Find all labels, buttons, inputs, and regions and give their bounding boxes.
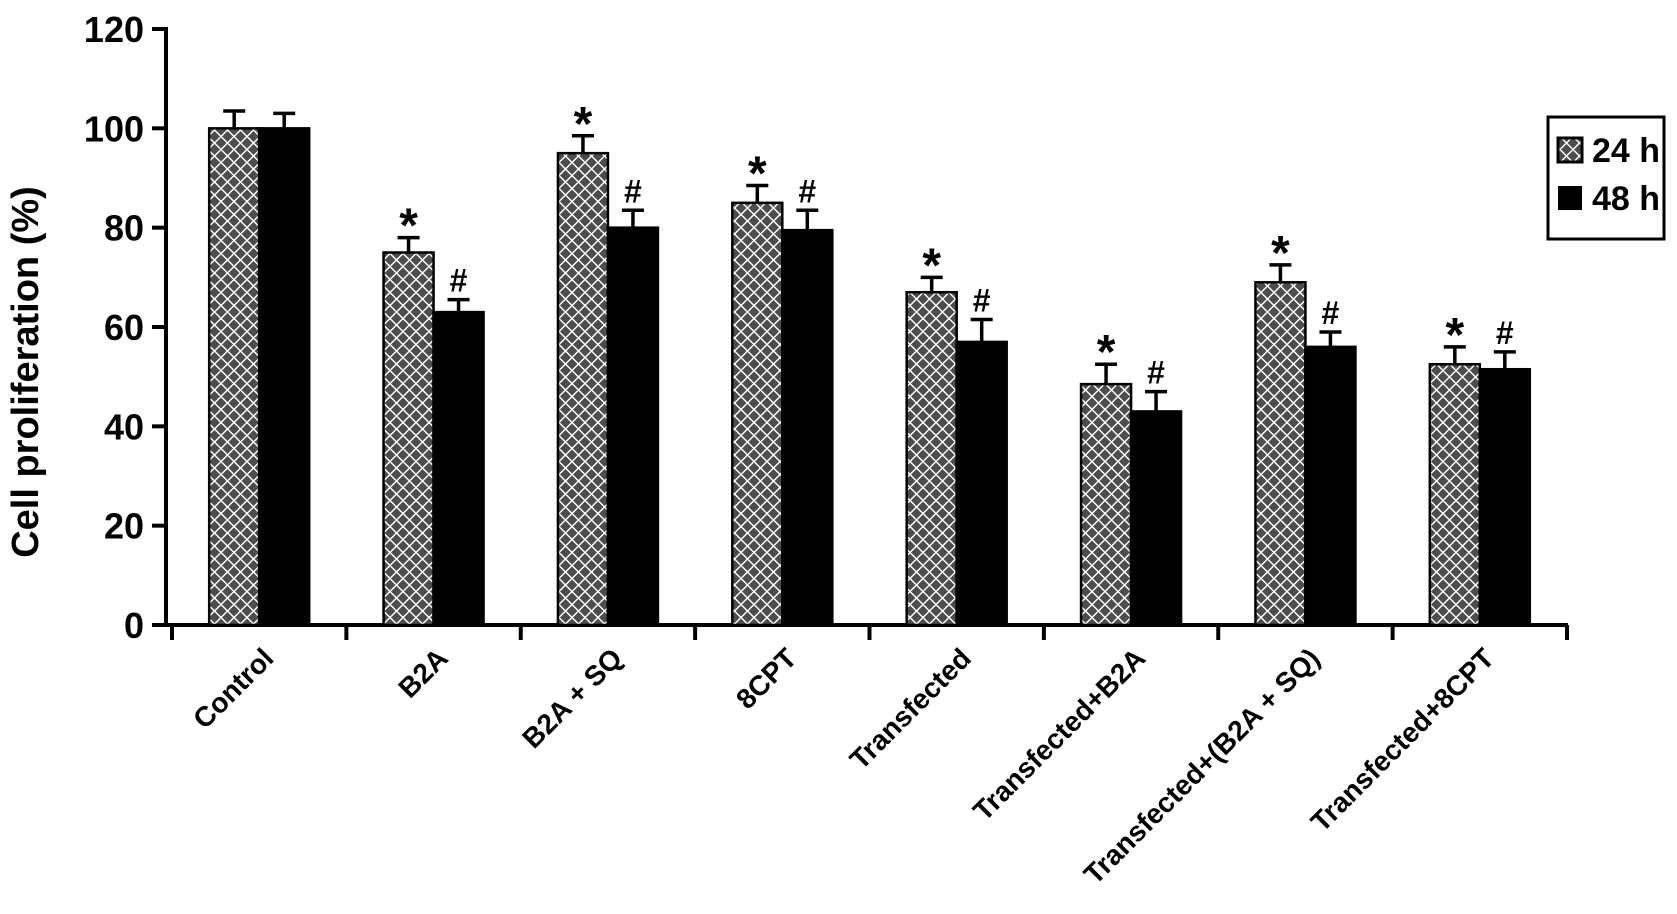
annotation-star-24h-1: * (399, 200, 418, 253)
bar-24h-4 (905, 290, 958, 627)
y-tick-label-40: 40 (104, 406, 144, 447)
bar-48h-2 (606, 226, 660, 627)
bar-24h-6 (1254, 281, 1307, 627)
annotation-hash-48h-4: # (973, 283, 991, 319)
annotation-star-24h-2: * (574, 98, 593, 151)
bar-24h-0 (207, 127, 261, 627)
y-axis-title: Cell proliferation (%) (5, 186, 47, 558)
legend: 24 h 48 h (1546, 115, 1666, 241)
legend-swatch-24h-pattern-icon (1556, 136, 1584, 164)
annotation-star-24h-4: * (922, 239, 941, 292)
legend-label-48h: 48 h (1592, 180, 1660, 218)
bar-48h-5 (1129, 410, 1183, 627)
y-tick-label-100: 100 (84, 108, 144, 149)
annotation-hash-48h-6: # (1322, 295, 1340, 331)
bar-24h-1 (382, 251, 435, 627)
y-tick-label-0: 0 (124, 605, 144, 646)
annotation-star-24h-5: * (1097, 326, 1116, 379)
bar-24h-3 (731, 201, 784, 627)
bar-48h-1 (432, 310, 485, 627)
annotation-hash-48h-5: # (1147, 355, 1165, 391)
bar-48h-4 (955, 340, 1008, 627)
annotation-hash-48h-1: # (450, 263, 468, 299)
annotation-star-24h-7: * (1445, 309, 1464, 362)
annotation-hash-48h-7: # (1496, 315, 1514, 351)
bar-48h-3 (781, 228, 834, 627)
bar-24h-7 (1428, 362, 1482, 627)
bar-24h-5 (1079, 382, 1133, 627)
legend-swatch-48h-solid-icon (1558, 186, 1582, 210)
legend-label-24h: 24 h (1592, 132, 1660, 170)
y-tick-label-120: 120 (84, 9, 144, 50)
annotation-hash-48h-3: # (798, 173, 816, 209)
annotation-star-24h-6: * (1271, 227, 1290, 280)
y-tick-label-60: 60 (104, 307, 144, 348)
y-tick-label-80: 80 (104, 208, 144, 249)
y-tick-label-20: 20 (104, 506, 144, 547)
bar-48h-7 (1478, 367, 1532, 627)
annotation-hash-48h-2: # (624, 173, 642, 209)
bar-48h-6 (1304, 345, 1357, 627)
annotation-star-24h-3: * (748, 147, 767, 200)
bar-48h-0 (257, 127, 311, 627)
bar-24h-2 (556, 151, 610, 627)
